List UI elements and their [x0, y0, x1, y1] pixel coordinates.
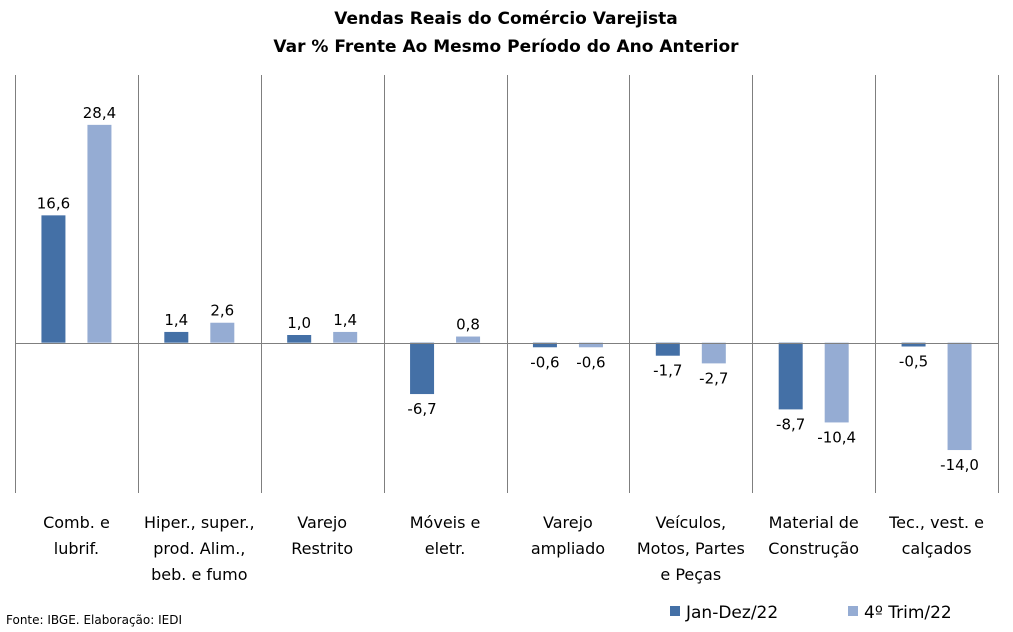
data-label: -1,7	[653, 362, 682, 380]
bar-jan-dez	[778, 342, 803, 410]
category-label: Comb. e lubrif.	[43, 513, 110, 558]
plot-area: 16,6 1,4 1,0 -6,7 -0,6 -1,7 -8,7 -0,5 28,4 2,6 1,4…	[15, 75, 999, 493]
category-label: Hiper., super., prod. Alim., beb. e fumo	[144, 513, 255, 584]
data-label: 2,6	[210, 302, 234, 320]
category-labels: Comb. e lubrif. Hiper., super., prod. Alim.…	[43, 513, 984, 584]
data-label: 28,4	[83, 104, 116, 122]
data-label: -6,7	[407, 400, 436, 418]
data-label: 0,8	[456, 316, 480, 334]
category-label: Tec., vest. e calçados	[888, 513, 984, 558]
data-label: -0,6	[530, 353, 559, 371]
data-label: -2,7	[699, 369, 728, 387]
bar-jan-dez	[410, 342, 435, 395]
bar-jan-dez	[287, 335, 312, 343]
bar-jan-dez	[532, 342, 557, 348]
data-label: -10,4	[817, 428, 856, 446]
legend: Jan-Dez/22 4º Trim/22	[670, 603, 952, 623]
bar-jan-dez	[41, 215, 66, 343]
legend-swatch	[670, 606, 680, 616]
chart-subtitle: Var % Frente Ao Mesmo Período do Ano Ant…	[273, 37, 739, 57]
category-label: Móveis e eletr.	[410, 513, 481, 558]
data-label: -14,0	[940, 456, 979, 474]
category-label: Veículos, Motos, Partes e Peças	[637, 513, 745, 584]
legend-label: 4º Trim/22	[864, 603, 952, 623]
bar-jan-dez	[164, 331, 189, 343]
chart-title: Vendas Reais do Comércio Varejista	[334, 9, 678, 29]
data-label: 1,4	[333, 311, 357, 329]
data-label: 16,6	[37, 194, 70, 212]
bar-jan-dez	[655, 342, 680, 356]
legend-swatch	[848, 606, 858, 616]
bar-4trim	[87, 124, 112, 343]
data-label: 1,0	[287, 314, 311, 332]
category-label: Varejo ampliado	[531, 513, 605, 558]
data-label: -0,6	[576, 353, 605, 371]
bar-4trim	[210, 322, 235, 343]
category-label: Material de Construção	[768, 513, 859, 558]
category-label: Varejo Restrito	[291, 513, 353, 558]
bar-4trim	[456, 336, 481, 343]
bar-4trim	[701, 342, 726, 364]
bar-4trim	[333, 331, 358, 343]
data-label: -8,7	[776, 415, 805, 433]
bar-4trim	[578, 342, 603, 348]
legend-label: Jan-Dez/22	[685, 603, 778, 623]
data-label: 1,4	[164, 311, 188, 329]
bar-4trim	[824, 342, 849, 423]
footer-source: Fonte: IBGE. Elaboração: IEDI	[6, 613, 182, 627]
bar-4trim	[947, 342, 972, 451]
data-label: -0,5	[899, 353, 928, 371]
bar-jan-dez	[901, 342, 926, 347]
